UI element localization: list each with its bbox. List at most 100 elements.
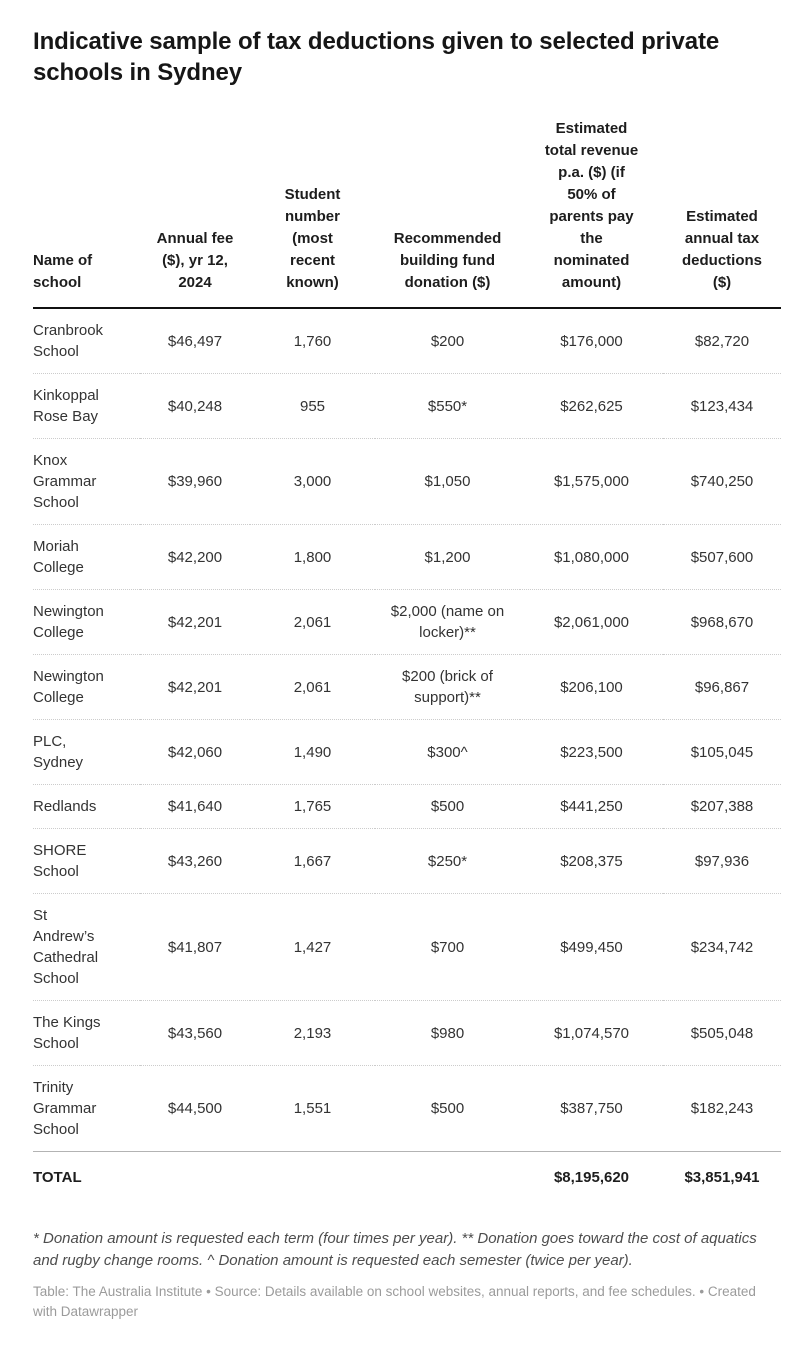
cell-tax-deductions: $507,600 [690,548,754,566]
cell-annual-fee: $41,640 [167,798,223,815]
cell-name-of-school: Cranbrook School [33,322,104,360]
cell-tax-deductions: $234,742 [690,938,754,956]
cell-student-number: 955 [299,397,326,415]
cell-annual-fee: $42,201 [167,613,223,631]
total-row: TOTAL $8,195,620 $3,851,941 [33,1152,781,1201]
cell-building-fund-donation: $1,050 [424,473,471,490]
cell-student-number: 1,760 [293,332,332,350]
total-donation-empty [375,1152,520,1201]
cell-student-number: 1,551 [293,1100,332,1117]
cell-name-of-school: Newington College [33,603,104,641]
table-body: Cranbrook School $46,497 1,760 $200 $176,000… [33,308,781,1152]
header-row: Name of school Annual fee ($), yr 12, 20… [33,118,781,308]
cell-annual-fee: $42,060 [167,743,223,761]
column-header-name-of-school: Name of school [33,118,140,308]
cell-annual-fee: $46,497 [167,332,223,350]
cell-annual-fee: $40,248 [167,397,223,415]
column-header-building-fund-donation: Recommended building fund donation ($) [375,118,520,308]
cell-name-of-school: St Andrew’s Cathedral School [33,907,99,987]
cell-building-fund-donation: $980 [430,1024,465,1042]
column-header-label: Annual fee ($), yr 12, 2024 [156,230,234,291]
cell-estimated-revenue: $1,074,570 [553,1024,630,1042]
cell-student-number: 2,061 [293,678,332,696]
cell-name-of-school: The Kings School [33,1014,101,1052]
table-row: Moriah College $42,200 1,800 $1,200 $1,080,0… [33,525,781,590]
cell-tax-deductions: $740,250 [690,473,754,490]
cell-tax-deductions: $97,936 [694,852,750,870]
schools-table: Name of school Annual fee ($), yr 12, 20… [33,118,781,1200]
table-row: Redlands $41,640 1,765 $500 $441,250 $207,388 [33,785,781,829]
column-header-label: Estimated annual tax deductions ($) [681,208,762,291]
column-header-annual-fee: Annual fee ($), yr 12, 2024 [140,118,250,308]
cell-student-number: 1,765 [293,798,332,815]
source-credit-text: Table: The Australia Institute • Source:… [33,1284,756,1319]
table-row: SHORE School $43,260 1,667 $250* $208,375 $97… [33,829,781,894]
table-row: Trinity Grammar School $44,500 1,551 $500 $3… [33,1066,781,1152]
column-header-label: Name of school [33,252,93,291]
cell-student-number: 1,490 [293,743,332,761]
cell-tax-deductions: $96,867 [694,678,750,696]
cell-student-number: 1,800 [293,548,332,566]
cell-estimated-revenue: $1,080,000 [553,548,630,566]
column-header-label: Student number (most recent known) [284,186,341,291]
column-header-estimated-revenue: Estimated total revenue p.a. ($) (if 50%… [520,118,663,308]
cell-estimated-revenue: $223,500 [560,743,623,761]
cell-building-fund-donation: $700 [430,938,465,956]
cell-estimated-revenue: $262,625 [560,397,623,415]
cell-annual-fee: $41,807 [167,938,223,956]
cell-tax-deductions: $968,670 [690,613,754,631]
cell-tax-deductions: $123,434 [690,397,754,415]
cell-tax-deductions: $82,720 [694,332,750,350]
cell-building-fund-donation: $2,000 (name on locker)** [390,603,505,641]
cell-estimated-revenue: $206,100 [560,678,623,696]
column-header-tax-deductions: Estimated annual tax deductions ($) [663,118,781,308]
table-row: St Andrew’s Cathedral School $41,807 1,427… [33,894,781,1001]
cell-student-number: 1,427 [293,938,332,956]
total-revenue-value: $8,195,620 [553,1169,630,1186]
cell-name-of-school: Newington College [33,668,104,706]
column-header-label: Recommended building fund donation ($) [393,230,502,291]
cell-estimated-revenue: $387,750 [560,1100,623,1117]
table-row: PLC, Sydney $42,060 1,490 $300^ $223,500 $105… [33,720,781,785]
cell-student-number: 2,193 [293,1024,332,1042]
cell-tax-deductions: $182,243 [690,1100,754,1117]
cell-student-number: 2,061 [293,613,332,631]
table-footer: TOTAL $8,195,620 $3,851,941 [33,1152,781,1201]
cell-annual-fee: $44,500 [167,1100,223,1117]
table-row: Knox Grammar School $39,960 3,000 $1,050 $1,… [33,439,781,525]
cell-building-fund-donation: $250* [427,852,468,870]
cell-building-fund-donation: $500 [430,1100,465,1117]
cell-tax-deductions: $505,048 [690,1024,754,1042]
cell-tax-deductions: $105,045 [690,743,754,761]
cell-annual-fee: $43,260 [167,852,223,870]
cell-student-number: 1,667 [293,852,332,870]
cell-annual-fee: $42,200 [167,548,223,566]
table-row: Kinkoppal Rose Bay $40,248 955 $550* $262,62… [33,374,781,439]
cell-estimated-revenue: $499,450 [560,938,623,956]
table-header: Name of school Annual fee ($), yr 12, 20… [33,118,781,308]
table-row: Cranbrook School $46,497 1,760 $200 $176,000… [33,308,781,374]
cell-building-fund-donation: $200 [430,332,465,350]
cell-estimated-revenue: $208,375 [560,852,623,870]
cell-name-of-school: SHORE School [33,842,87,880]
cell-estimated-revenue: $441,250 [560,798,623,815]
cell-name-of-school: PLC, Sydney [33,733,84,771]
cell-name-of-school: Knox Grammar School [33,452,97,511]
cell-estimated-revenue: $1,575,000 [553,473,630,490]
table-row: Newington College $42,201 2,061 $200 (brick… [33,655,781,720]
cell-name-of-school: Moriah College [33,538,84,576]
cell-student-number: 3,000 [293,473,332,490]
cell-estimated-revenue: $2,061,000 [553,613,630,631]
cell-building-fund-donation: $500 [430,798,465,815]
cell-annual-fee: $43,560 [167,1024,223,1042]
cell-name-of-school: Redlands [33,798,97,815]
page-title: Indicative sample of tax deductions give… [33,28,720,86]
cell-building-fund-donation: $300^ [427,743,468,761]
cell-tax-deductions: $207,388 [690,798,754,815]
footnote-text: * Donation amount is requested each term… [33,1230,757,1269]
cell-annual-fee: $39,960 [167,473,223,490]
total-students-empty [250,1152,375,1201]
column-header-label: Estimated total revenue p.a. ($) (if 50%… [544,120,639,291]
cell-building-fund-donation: $1,200 [424,548,471,566]
cell-building-fund-donation: $200 (brick of support)** [402,668,493,706]
